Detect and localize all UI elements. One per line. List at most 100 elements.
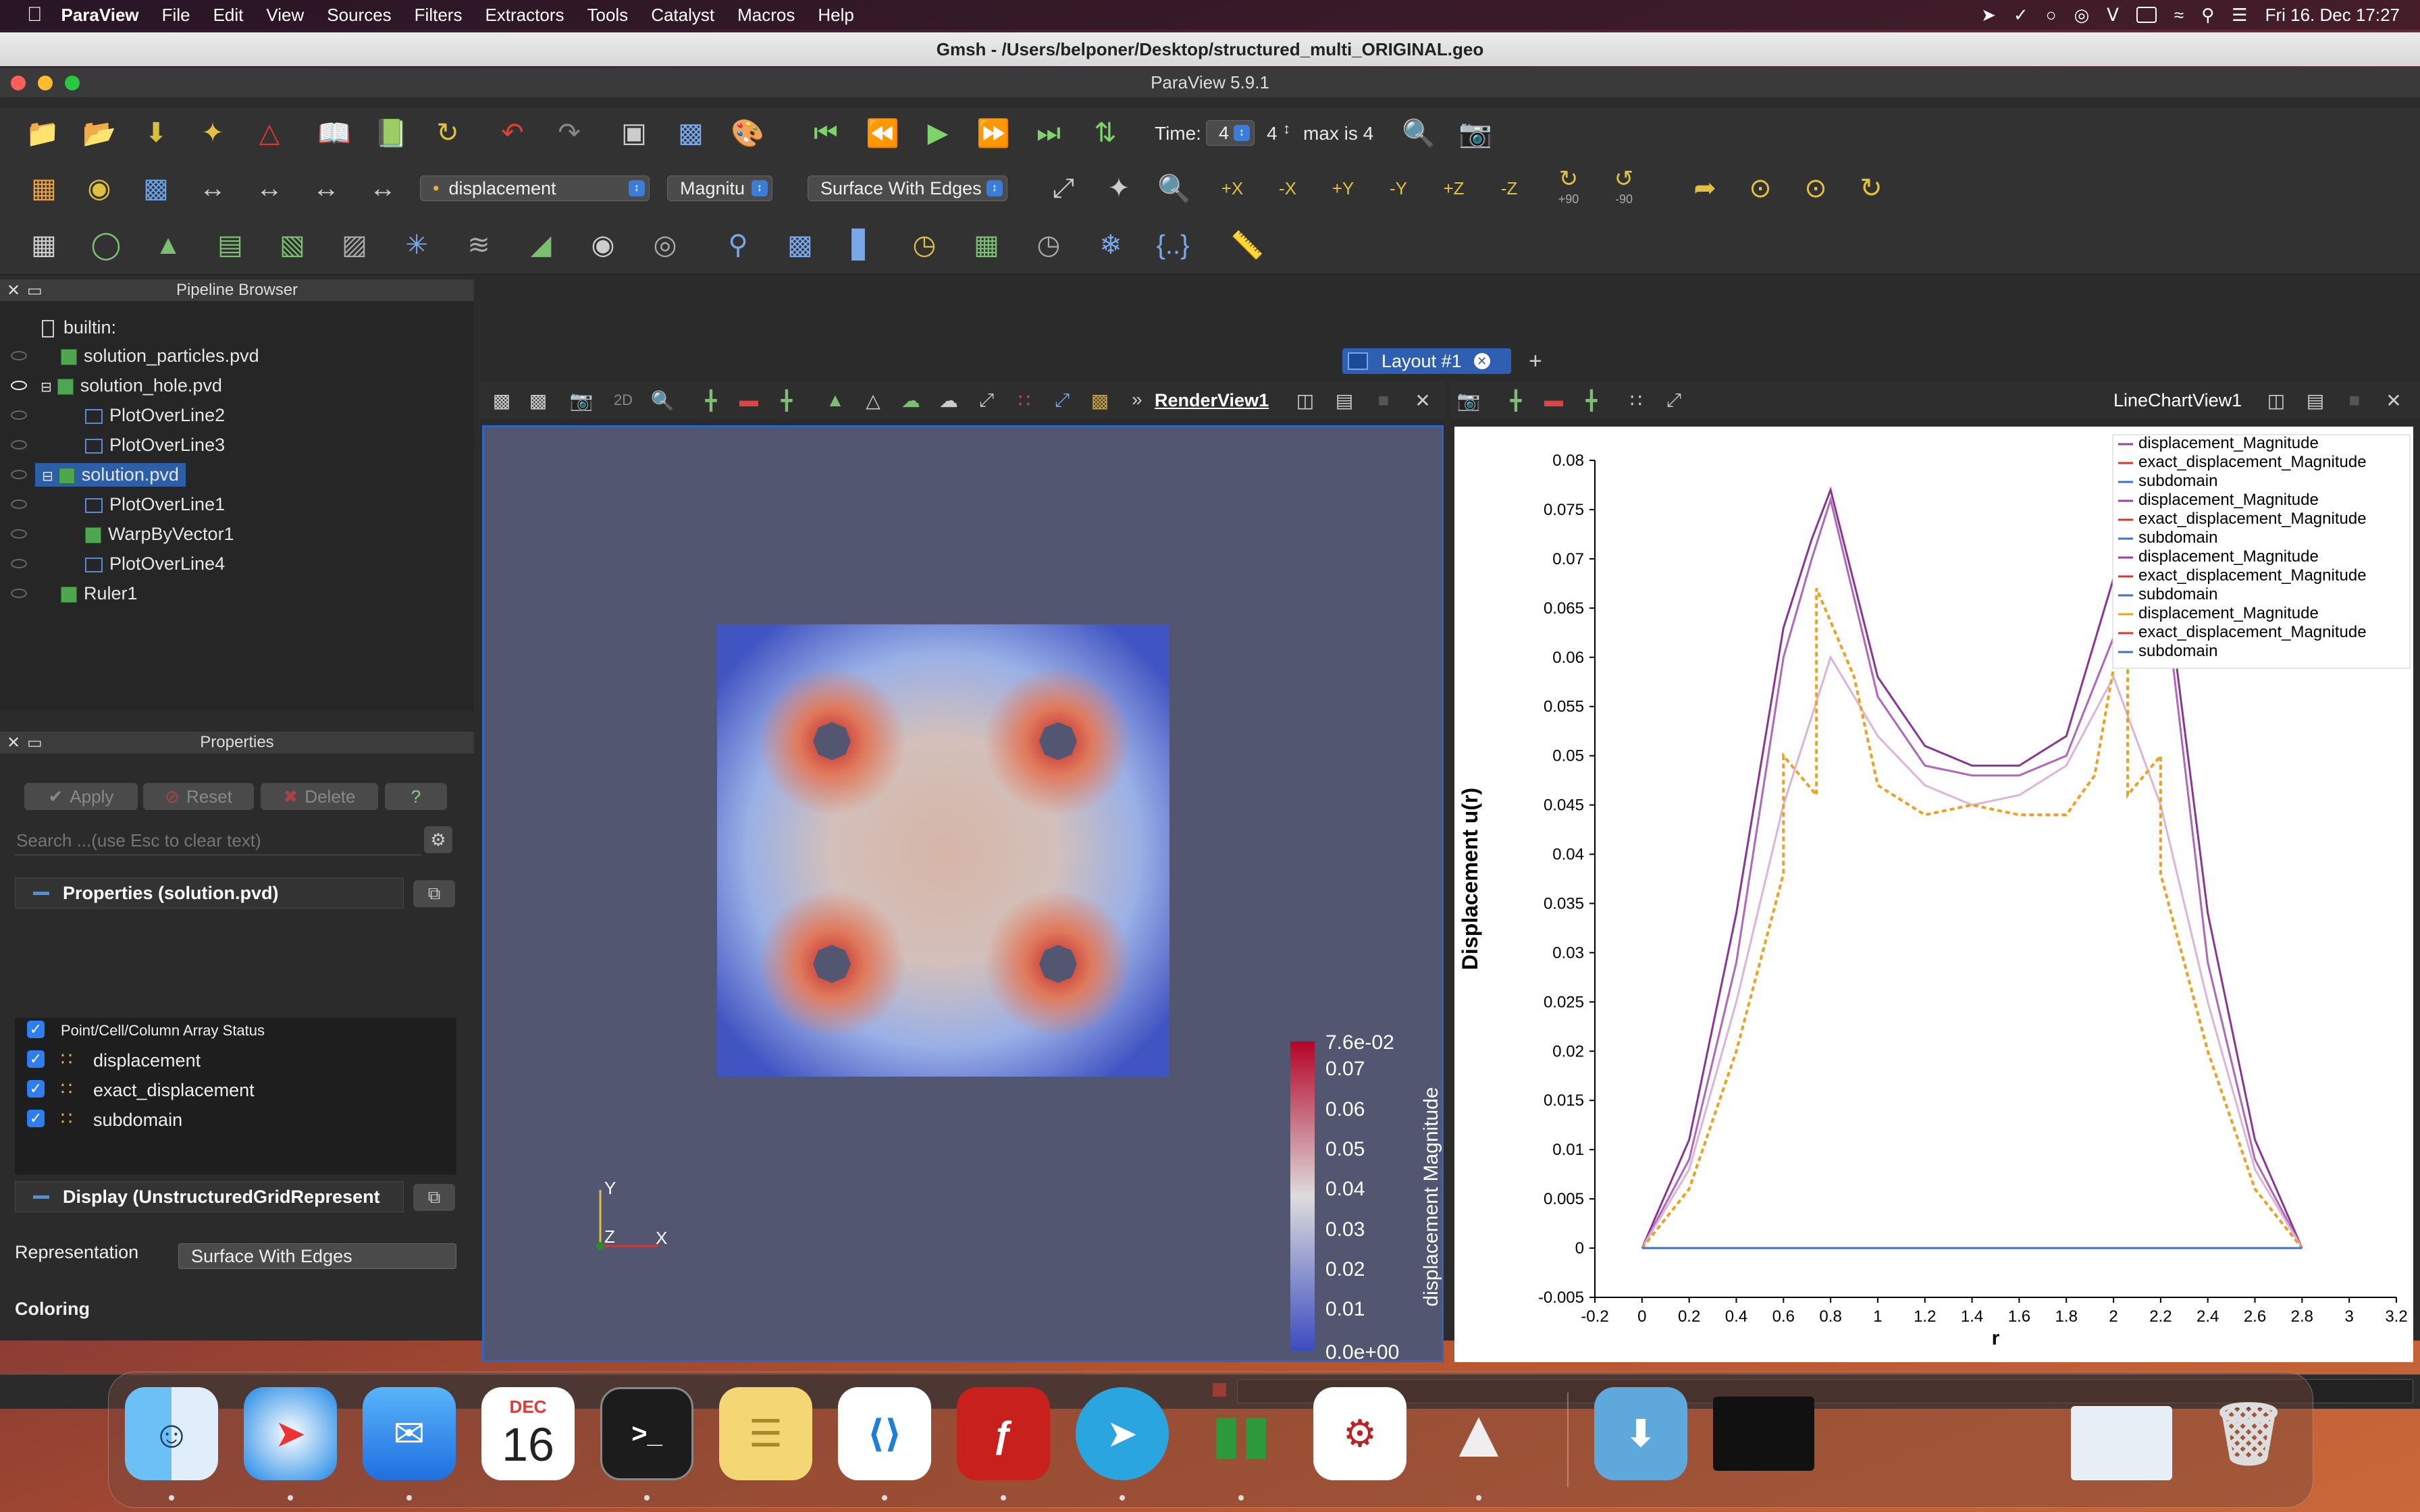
expand-toggle-icon[interactable]: ⊟: [42, 469, 53, 484]
panel-close-icon[interactable]: ✕: [7, 733, 21, 752]
telegram-status-icon[interactable]: ➤: [1981, 4, 1996, 25]
open-recent-icon[interactable]: 📂: [82, 118, 116, 148]
previous-frame-icon[interactable]: ⏪: [866, 118, 899, 148]
menu-edit[interactable]: Edit: [198, 4, 244, 25]
camera-icon[interactable]: 📷: [569, 389, 594, 411]
chart-view-name[interactable]: LineChartView1: [2113, 390, 2242, 410]
array-checkbox-subdomain[interactable]: ✓: [27, 1110, 45, 1127]
rescale-temporal-icon[interactable]: ↔: [313, 173, 340, 203]
menu-view[interactable]: View: [251, 4, 304, 25]
rotate-plus-90-icon[interactable]: ↻ +90: [1558, 165, 1579, 206]
menu-catalyst[interactable]: Catalyst: [635, 4, 714, 25]
ruler-icon[interactable]: 📏: [1230, 230, 1264, 261]
clear-selection-icon[interactable]: ∷: [1630, 389, 1642, 411]
close-view-icon[interactable]: ✕: [2386, 389, 2402, 411]
maximize-view-icon[interactable]: ■: [2348, 389, 2361, 410]
zoom-to-box-icon[interactable]: 🔍: [1157, 173, 1191, 204]
array-selector[interactable]: • displacement ↕: [420, 176, 650, 201]
interactive-select-icon[interactable]: ☁: [901, 389, 920, 411]
connect-icon[interactable]: ✦: [201, 118, 224, 148]
calendar-icon[interactable]: DEC 16: [481, 1387, 575, 1480]
play-icon[interactable]: ▶: [927, 118, 949, 148]
clear-selection-icon[interactable]: ⤢: [1054, 389, 1070, 410]
save-state-icon[interactable]: 📖: [317, 118, 351, 148]
zoom-icon[interactable]: 🔍: [650, 389, 675, 411]
apple-icon[interactable]: : [27, 3, 43, 26]
component-selector[interactable]: Magnitu ↕: [667, 176, 772, 201]
control-center-icon[interactable]: ☰: [2232, 4, 2248, 25]
threshold-icon[interactable]: ▧: [280, 230, 305, 260]
expand-toggle-icon[interactable]: ⊟: [41, 380, 52, 395]
gmsh-icon[interactable]: ▲: [1445, 1395, 1512, 1472]
camera-link-icon[interactable]: ▣: [621, 118, 647, 148]
extract-level-icon[interactable]: ◎: [653, 230, 677, 260]
representation-field[interactable]: Surface With Edges: [178, 1243, 456, 1269]
pipeline-item-plotoverline4[interactable]: PlotOverLine4: [85, 554, 225, 574]
line-chart-view[interactable]: -0.2 0 0.2 0.4 0.6 0.8 1 1.2 1.4 1.6 1.8 2 2.2 2.4 2.6…: [1454, 427, 2413, 1362]
python-trace-icon[interactable]: △: [259, 118, 280, 148]
select-polygon-icon[interactable]: ▲: [826, 389, 845, 410]
capture-view-icon[interactable]: ▩: [492, 389, 511, 411]
stickies-icon[interactable]: ☰: [719, 1387, 812, 1480]
render-view-canvas[interactable]: Y Z X 7.6e-02 0.07 0.06 0.05 0.04 0.03 0.02 0.0…: [482, 425, 1444, 1362]
display-section-header[interactable]: Display (UnstructuredGridRepresent: [15, 1181, 404, 1212]
apply-button[interactable]: ✔ Apply: [24, 783, 138, 810]
array-checkbox-exact-displacement[interactable]: ✓: [27, 1080, 45, 1098]
zoom-window-icon[interactable]: [65, 76, 80, 90]
toggle-2d-button[interactable]: 2D: [613, 392, 633, 408]
eye-visible-icon[interactable]: [11, 381, 27, 390]
select-cells-icon[interactable]: ▬: [1544, 389, 1563, 410]
grow-selection-icon[interactable]: ⤢: [978, 389, 995, 410]
shrink-selection-icon[interactable]: ∷: [1018, 389, 1030, 411]
copy-display-icon[interactable]: ⧉: [413, 1184, 455, 1211]
show-center-icon[interactable]: ⊙: [1749, 173, 1772, 203]
menu-file[interactable]: File: [147, 4, 190, 25]
calculator-icon[interactable]: ▦: [31, 230, 57, 260]
open-folder-icon[interactable]: 📁: [26, 118, 59, 148]
pipeline-item-plotoverline1[interactable]: PlotOverLine1: [85, 494, 225, 515]
extract-selection-icon[interactable]: ▩: [787, 230, 813, 260]
select-points-icon[interactable]: ▬: [739, 389, 758, 410]
save-view-icon[interactable]: ▩: [529, 389, 548, 411]
downloads-folder-icon[interactable]: ⬇: [1594, 1387, 1687, 1480]
spotlight-search-icon[interactable]: ⚲: [2201, 4, 2215, 25]
view-minus-z-icon[interactable]: -Z: [1491, 170, 1527, 207]
rescale-over-time-icon[interactable]: ↔: [369, 173, 396, 203]
menu-app-name[interactable]: ParaView: [46, 4, 139, 25]
hover-points-icon[interactable]: ☁: [939, 389, 958, 411]
panel-float-icon[interactable]: ▭: [27, 733, 43, 752]
histogram-icon[interactable]: ▋: [851, 230, 873, 260]
pipeline-item-solution[interactable]: ⊟ solution.pvd: [35, 463, 186, 487]
menubar-clock[interactable]: Fri 16. Dec 17:27: [2265, 4, 2400, 25]
rstudio-icon[interactable]: ⚙: [1313, 1387, 1406, 1480]
properties-section-header[interactable]: Properties (solution.pvd): [15, 878, 404, 909]
panel-float-icon[interactable]: ▭: [27, 281, 43, 300]
help-button[interactable]: ?: [385, 783, 447, 810]
rotate-minus-90-icon[interactable]: ↺ -90: [1614, 165, 1634, 206]
vscode-icon[interactable]: ⟨⟩: [838, 1387, 931, 1480]
more-tools-icon[interactable]: »: [1132, 389, 1142, 410]
menu-help[interactable]: Help: [802, 4, 853, 25]
freeze-selection-icon[interactable]: ❄: [1099, 230, 1122, 260]
eye-hidden-icon[interactable]: [11, 589, 27, 598]
zoom-box-icon[interactable]: ⤢: [1666, 389, 1682, 410]
view-plus-y-icon[interactable]: +Y: [1325, 170, 1361, 207]
save-data-icon[interactable]: ⬇: [144, 118, 167, 148]
plot-over-line-icon[interactable]: ▦: [974, 230, 999, 260]
find-data-icon[interactable]: 🔍: [1402, 118, 1436, 148]
screenshot-icon[interactable]: ▩: [678, 118, 704, 148]
select-cells-icon[interactable]: ╋: [705, 389, 717, 411]
split-vertical-icon[interactable]: ▤: [1335, 389, 1354, 411]
time-value-combo[interactable]: 4 ↕: [1206, 120, 1255, 146]
loop-icon[interactable]: ⇅: [1094, 118, 1117, 148]
output-messages-icon[interactable]: [1213, 1383, 1226, 1397]
close-tab-icon[interactable]: ✕: [1473, 353, 1490, 369]
pipeline-item-builtin[interactable]: builtin:: [42, 317, 116, 338]
extract-selection-view-icon[interactable]: ▩: [1090, 389, 1109, 411]
reset-camera-icon[interactable]: ⤢: [1053, 173, 1074, 203]
eye-hidden-icon[interactable]: [11, 500, 27, 509]
view-plus-z-icon[interactable]: +Z: [1436, 170, 1472, 207]
add-camera-icon[interactable]: 📷: [1458, 118, 1492, 148]
split-vertical-icon[interactable]: ▤: [2306, 389, 2325, 411]
advanced-settings-gear-icon[interactable]: ⚙: [424, 826, 452, 853]
